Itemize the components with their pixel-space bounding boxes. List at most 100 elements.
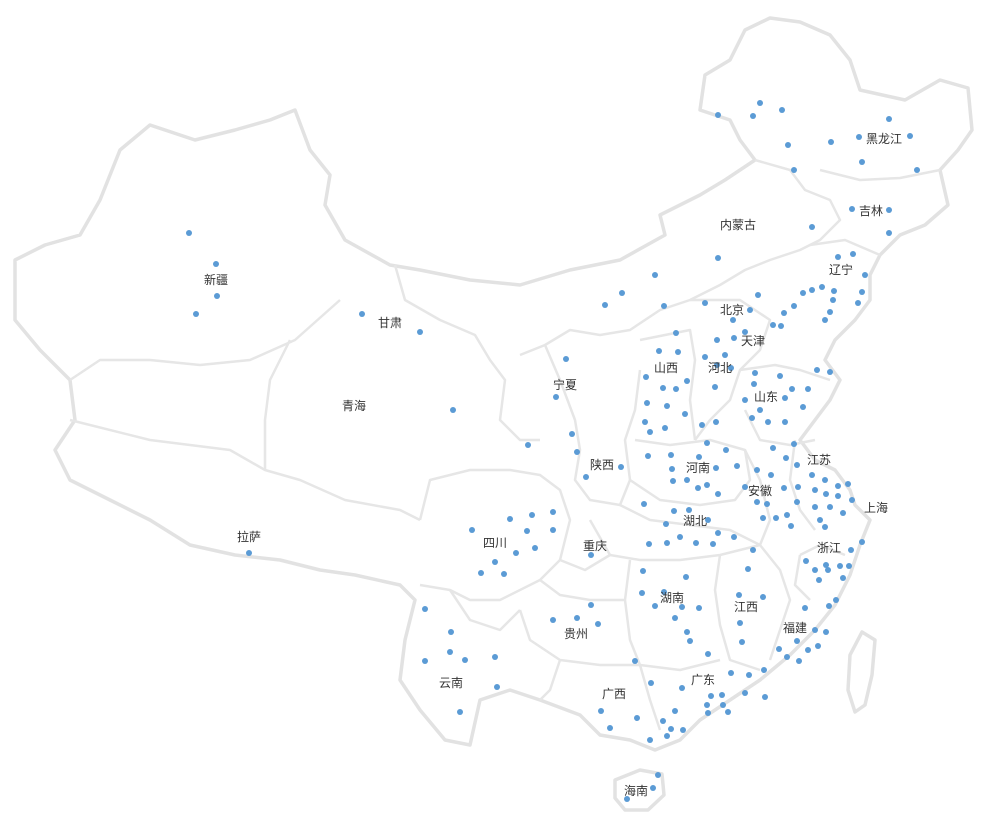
city-dot [809,472,815,478]
label-qinghai: 青海 [342,398,366,413]
city-dot [825,567,831,573]
city-dot [757,100,763,106]
city-dot [755,292,761,298]
label-chongqing: 重庆 [583,539,607,553]
city-dot [822,317,828,323]
label-jiangxi: 江西 [734,600,758,614]
city-dot [652,272,658,278]
city-dot [598,708,604,714]
border-qinghai-east [263,339,292,470]
city-dot [624,796,630,802]
city-dot [782,419,788,425]
city-dot [812,627,818,633]
label-henan: 河南 [686,460,710,475]
city-dot [765,419,771,425]
city-dot [529,512,535,518]
city-dot [914,167,920,173]
city-dot [757,407,763,413]
city-dot [569,431,575,437]
city-dot [750,113,756,119]
label-zhejiang: 浙江 [817,541,841,555]
city-dot [696,605,702,611]
city-dot [648,680,654,686]
city-dot [747,307,753,313]
city-dot [773,515,779,521]
city-dot [859,159,865,165]
label-ningxia: 宁夏 [553,377,577,392]
city-dot [848,547,854,553]
border-zhejiang [793,543,846,601]
city-dot [422,606,428,612]
label-guangdong: 广东 [691,673,715,687]
city-dot [751,381,757,387]
taiwan-outline [846,630,877,714]
city-dot [722,352,728,358]
city-dot [708,693,714,699]
city-dot [712,384,718,390]
city-dot [760,594,766,600]
city-dot [618,464,624,470]
city-dot [359,311,365,317]
city-dot [702,300,708,306]
city-dot [660,718,666,724]
label-yunnan: 云南 [439,675,463,690]
city-dot [704,702,710,708]
city-dot [647,737,653,743]
city-dot [776,646,782,652]
city-dot [583,474,589,480]
city-dot [827,504,833,510]
city-dot [817,517,823,523]
city-dot [687,638,693,644]
mainland-outline [13,16,974,752]
city-dot [754,499,760,505]
city-dot [550,617,556,623]
border-xinjiang [69,299,341,382]
label-lhasa: 拉萨 [237,529,261,544]
city-dot [816,577,822,583]
city-dot [794,499,800,505]
border-qinghai-tibet [69,418,421,522]
label-tianjin: 天津 [741,334,765,348]
city-dot [672,615,678,621]
city-dot [791,167,797,173]
city-dot [715,112,721,118]
city-dot [679,685,685,691]
city-dot [644,400,650,406]
city-dot [525,442,531,448]
city-dot [647,429,653,435]
city-dot [802,605,808,611]
city-dot [588,602,594,608]
city-dot [457,709,463,715]
border-shandong [739,363,831,447]
city-dot [796,658,802,664]
city-dot [803,558,809,564]
city-dot [822,524,828,530]
city-dot [713,419,719,425]
city-dot [845,481,851,487]
city-dot [814,367,820,373]
label-jiangsu: 江苏 [807,453,831,467]
city-dot [641,501,647,507]
border-jiangxi [713,544,792,672]
city-dot [684,629,690,635]
city-dot [754,467,760,473]
city-dot [713,465,719,471]
city-dot [680,727,686,733]
city-dot [809,224,815,230]
city-dot [668,726,674,732]
city-dot [859,539,865,545]
city-dot [639,590,645,596]
label-shandong: 山东 [754,390,778,404]
city-dot [746,672,752,678]
city-dot [720,702,726,708]
city-dot [778,323,784,329]
border-guangxi-guangdong [539,659,662,731]
city-dot [837,563,843,569]
city-dot [737,620,743,626]
city-dot [679,604,685,610]
label-hunan: 湖南 [660,590,684,605]
city-dot [762,694,768,700]
city-dot [672,708,678,714]
